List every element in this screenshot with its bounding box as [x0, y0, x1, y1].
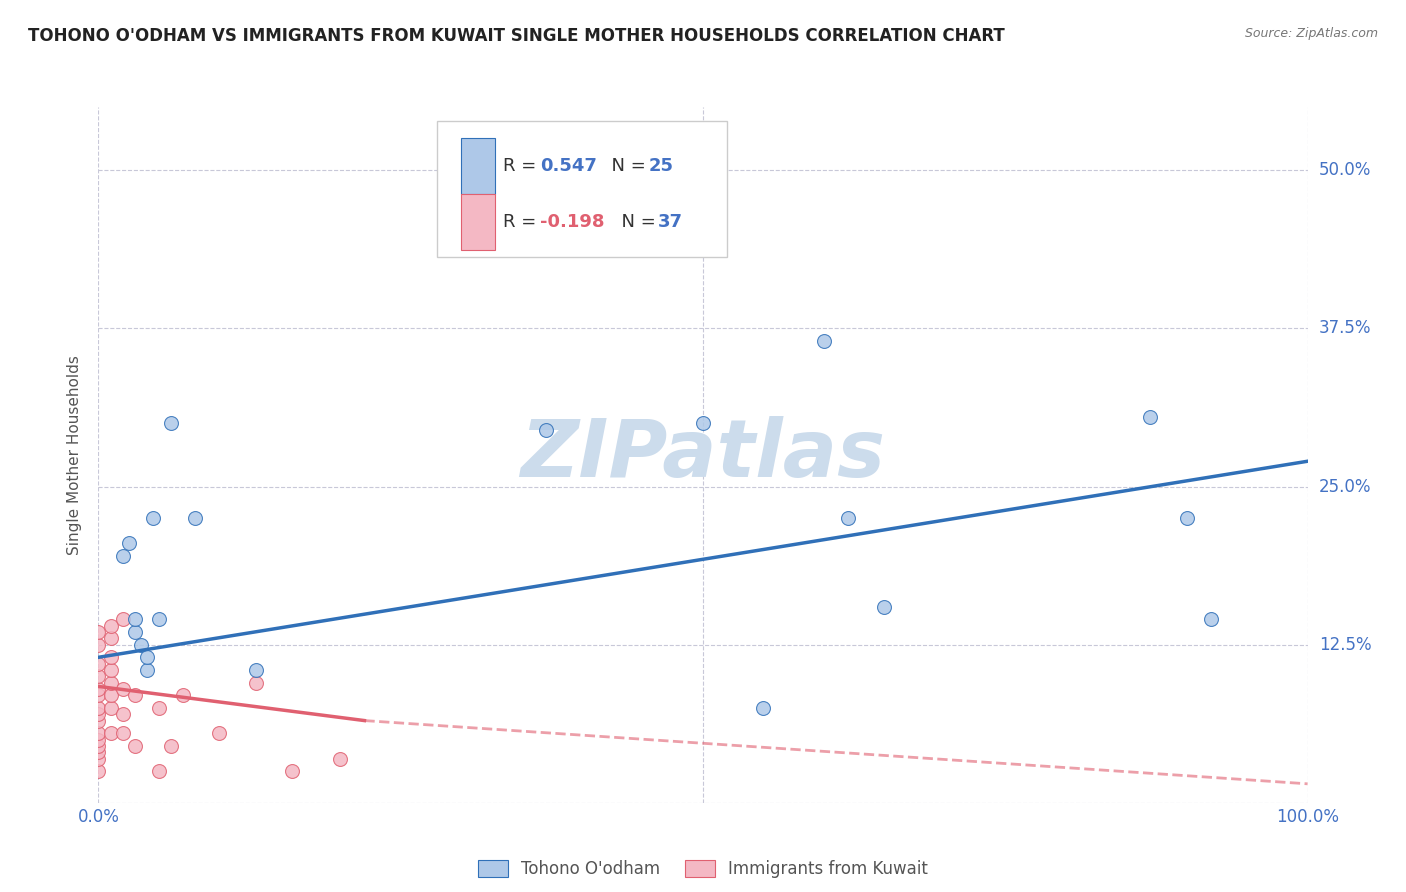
Text: 12.5%: 12.5% [1319, 636, 1371, 654]
Text: 25: 25 [648, 157, 673, 175]
Text: 25.0%: 25.0% [1319, 477, 1371, 496]
Point [148, 701, 170, 715]
Text: Source: ZipAtlas.com: Source: ZipAtlas.com [1244, 27, 1378, 40]
Point [837, 511, 859, 525]
Point [87, 714, 110, 728]
Text: N =: N = [600, 157, 652, 175]
Point [87, 638, 110, 652]
Point [245, 675, 267, 690]
Point [752, 701, 775, 715]
Point [813, 334, 835, 348]
Point [142, 511, 165, 525]
Point [534, 423, 557, 437]
Point [124, 688, 146, 702]
Point [87, 739, 110, 753]
Point [100, 701, 122, 715]
Point [208, 726, 231, 740]
Point [245, 663, 267, 677]
Point [1139, 409, 1161, 424]
Point [111, 681, 134, 696]
Point [111, 707, 134, 722]
Point [100, 688, 122, 702]
Point [184, 511, 207, 525]
Point [87, 745, 110, 759]
Point [281, 764, 304, 779]
Point [87, 764, 110, 779]
Point [87, 701, 110, 715]
Point [135, 663, 157, 677]
Text: 0.547: 0.547 [540, 157, 596, 175]
Point [172, 688, 194, 702]
Point [1175, 511, 1198, 525]
Point [100, 675, 122, 690]
Text: 50.0%: 50.0% [1319, 161, 1371, 179]
Point [111, 612, 134, 626]
Point [111, 549, 134, 563]
Point [100, 632, 122, 646]
Point [87, 707, 110, 722]
Point [87, 732, 110, 747]
Point [129, 638, 152, 652]
Point [87, 681, 110, 696]
Point [124, 625, 146, 640]
Point [87, 688, 110, 702]
Point [87, 726, 110, 740]
Point [329, 751, 352, 765]
Text: 37: 37 [658, 213, 683, 231]
Point [1199, 612, 1222, 626]
Point [148, 764, 170, 779]
Point [100, 726, 122, 740]
Point [118, 536, 141, 550]
Text: N =: N = [610, 213, 661, 231]
Point [135, 650, 157, 665]
Point [124, 739, 146, 753]
Text: R =: R = [503, 157, 543, 175]
Point [87, 657, 110, 671]
Point [160, 739, 183, 753]
FancyBboxPatch shape [437, 121, 727, 257]
Point [111, 726, 134, 740]
Y-axis label: Single Mother Households: Single Mother Households [67, 355, 83, 555]
Point [873, 599, 896, 614]
Point [100, 618, 122, 632]
Point [692, 417, 714, 431]
Point [100, 663, 122, 677]
Point [87, 751, 110, 765]
Point [160, 417, 183, 431]
Point [148, 612, 170, 626]
Text: TOHONO O'ODHAM VS IMMIGRANTS FROM KUWAIT SINGLE MOTHER HOUSEHOLDS CORRELATION CH: TOHONO O'ODHAM VS IMMIGRANTS FROM KUWAIT… [28, 27, 1005, 45]
Text: ZIPatlas: ZIPatlas [520, 416, 886, 494]
Point [100, 650, 122, 665]
Point [87, 625, 110, 640]
Point [631, 182, 654, 196]
FancyBboxPatch shape [461, 138, 495, 194]
FancyBboxPatch shape [461, 194, 495, 250]
Text: R =: R = [503, 213, 543, 231]
Legend: Tohono O'odham, Immigrants from Kuwait: Tohono O'odham, Immigrants from Kuwait [471, 854, 935, 885]
Text: 37.5%: 37.5% [1319, 319, 1371, 337]
Point [124, 612, 146, 626]
Text: -0.198: -0.198 [540, 213, 605, 231]
Point [87, 669, 110, 683]
